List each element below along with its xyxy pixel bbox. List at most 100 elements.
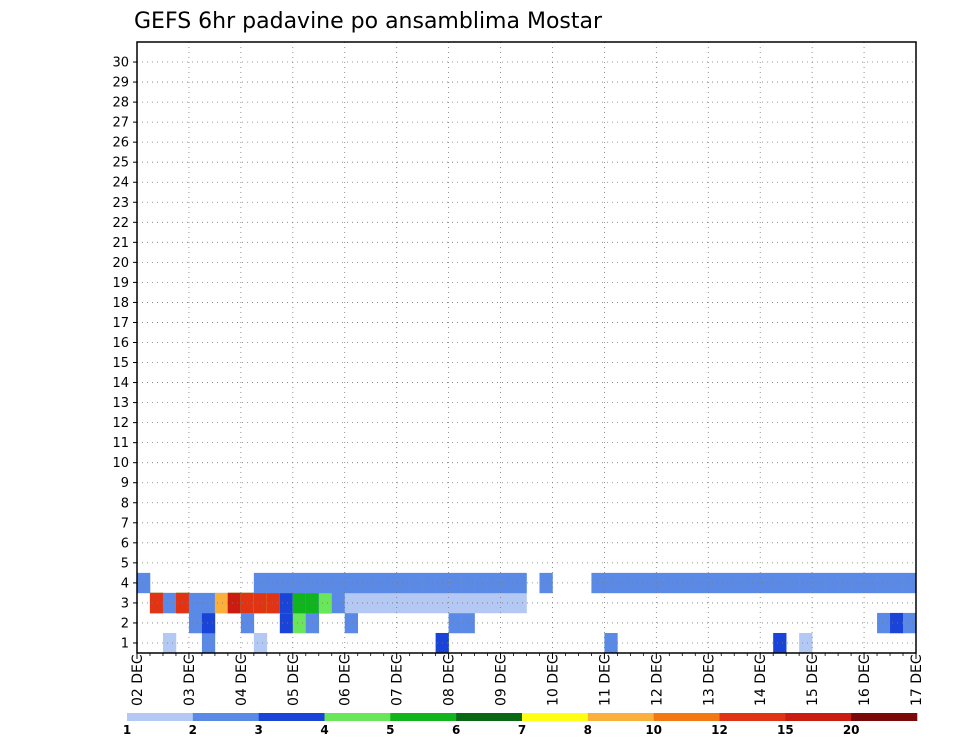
precip-cell <box>877 572 891 594</box>
y-axis: 1234567891011121314151617181920212223242… <box>112 56 137 651</box>
precip-cell <box>292 612 307 634</box>
precip-cell <box>838 572 852 594</box>
y-tick-label: 9 <box>121 476 129 491</box>
x-date-label: 17 DEC <box>909 654 925 706</box>
precip-cell <box>604 632 618 654</box>
precip-cell <box>331 592 346 614</box>
y-tick-label: 22 <box>112 216 129 231</box>
x-date-label: 06 DEC <box>338 654 354 706</box>
y-tick-label: 19 <box>112 276 129 291</box>
x-date-label: 13 DEC <box>701 654 717 706</box>
precip-cell <box>448 572 462 594</box>
legend-swatch <box>324 713 391 721</box>
y-tick-label: 18 <box>112 296 129 311</box>
precip-cell <box>890 572 904 594</box>
chart-title: GEFS 6hr padavine po ansamblima Mostar <box>134 9 603 34</box>
legend-swatch <box>653 713 720 721</box>
x-date-label: 03 DEC <box>182 654 198 706</box>
precip-cell <box>149 592 164 614</box>
legend-swatch <box>456 713 523 721</box>
legend-tick-label: 12 <box>711 723 728 737</box>
legend-tick-label: 1 <box>123 723 131 737</box>
x-date-label: 02 DEC <box>130 654 146 706</box>
precip-cell <box>422 592 436 614</box>
y-tick-label: 1 <box>121 636 129 651</box>
precip-cell <box>344 572 359 594</box>
legend-swatch <box>522 713 589 721</box>
precip-cell <box>461 572 475 594</box>
y-tick-label: 14 <box>112 376 129 391</box>
y-tick-label: 2 <box>121 616 129 631</box>
precip-cell <box>461 592 475 614</box>
heatmap-cells <box>137 572 917 654</box>
precip-cell <box>890 612 904 634</box>
y-tick-label: 4 <box>121 576 129 591</box>
y-tick-label: 10 <box>112 456 129 471</box>
legend-swatch <box>390 713 457 721</box>
precip-cell <box>201 632 216 654</box>
x-date-label: 04 DEC <box>234 654 250 706</box>
legend-tick-label: 8 <box>584 723 592 737</box>
precip-cell <box>201 612 216 634</box>
precip-cell <box>383 572 397 594</box>
y-tick-label: 17 <box>112 316 129 331</box>
precip-cell <box>409 572 423 594</box>
precip-cell <box>253 572 268 594</box>
legend-swatch <box>785 713 852 721</box>
y-tick-label: 3 <box>121 596 129 611</box>
precip-cell <box>344 592 359 614</box>
precip-cell <box>357 572 371 594</box>
precip-cell <box>604 572 618 594</box>
precip-cell <box>201 592 216 614</box>
y-tick-label: 25 <box>112 156 129 171</box>
precip-cell <box>292 592 307 614</box>
precip-cell <box>253 592 268 614</box>
y-tick-label: 11 <box>112 436 129 451</box>
x-date-label: 14 DEC <box>753 654 769 706</box>
precip-cell <box>227 592 242 614</box>
y-tick-label: 15 <box>112 356 129 371</box>
x-date-label: 15 DEC <box>805 654 821 706</box>
precip-cell <box>409 592 423 614</box>
precip-cell <box>513 592 527 614</box>
legend-tick-label: 6 <box>452 723 460 737</box>
precip-cell <box>864 572 878 594</box>
precip-cell <box>188 612 203 634</box>
y-tick-label: 7 <box>121 516 129 531</box>
y-tick-label: 30 <box>112 56 129 71</box>
precip-cell <box>266 572 281 594</box>
x-date-label: 11 DEC <box>597 654 613 706</box>
precip-cell <box>357 592 371 614</box>
precip-cell <box>773 572 787 594</box>
precip-cell <box>253 632 268 654</box>
x-date-label: 07 DEC <box>390 654 406 706</box>
y-tick-label: 24 <box>112 176 129 191</box>
precip-cell <box>448 612 462 634</box>
y-tick-label: 12 <box>112 416 129 431</box>
x-date-label: 09 DEC <box>494 654 510 706</box>
precip-cell <box>344 612 359 634</box>
legend-swatch <box>258 713 325 721</box>
precip-cell <box>279 572 294 594</box>
precip-cell <box>162 592 177 614</box>
precip-cell <box>448 592 462 614</box>
legend-swatch <box>719 713 786 721</box>
precip-cell <box>695 572 709 594</box>
precip-cell <box>617 572 631 594</box>
precip-cell <box>487 592 501 614</box>
y-tick-label: 20 <box>112 256 129 271</box>
y-tick-label: 13 <box>112 396 129 411</box>
precip-cell <box>487 572 501 594</box>
x-date-label: 10 DEC <box>545 654 561 706</box>
y-tick-label: 27 <box>112 116 129 131</box>
precip-cell <box>513 572 527 594</box>
precip-cell <box>474 592 488 614</box>
legend-tick-label: 10 <box>645 723 662 737</box>
precip-cell <box>773 632 787 654</box>
precip-cell <box>682 572 696 594</box>
precip-cell <box>903 612 917 634</box>
precip-cell <box>877 612 891 634</box>
precip-cell <box>383 592 397 614</box>
legend-swatch <box>127 713 194 721</box>
